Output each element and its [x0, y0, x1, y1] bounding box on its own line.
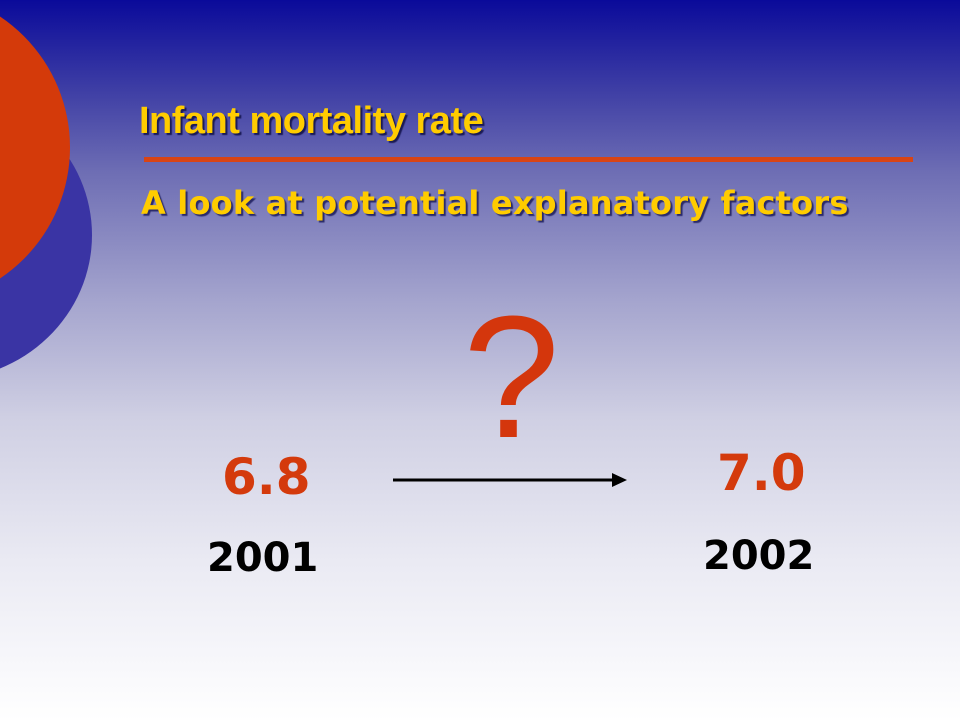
- title-underline: [144, 157, 913, 162]
- slide-title: Infant mortality rate: [139, 100, 484, 142]
- rate-value-2001: 6.8: [222, 448, 311, 506]
- question-mark: ?: [463, 279, 560, 474]
- year-label-2002: 2002: [703, 533, 815, 579]
- rate-value-2002: 7.0: [717, 444, 806, 502]
- year-label-2001: 2001: [207, 535, 319, 581]
- slide-subtitle: A look at potential explanatory factors: [141, 184, 849, 222]
- right-arrow-icon: [393, 473, 627, 487]
